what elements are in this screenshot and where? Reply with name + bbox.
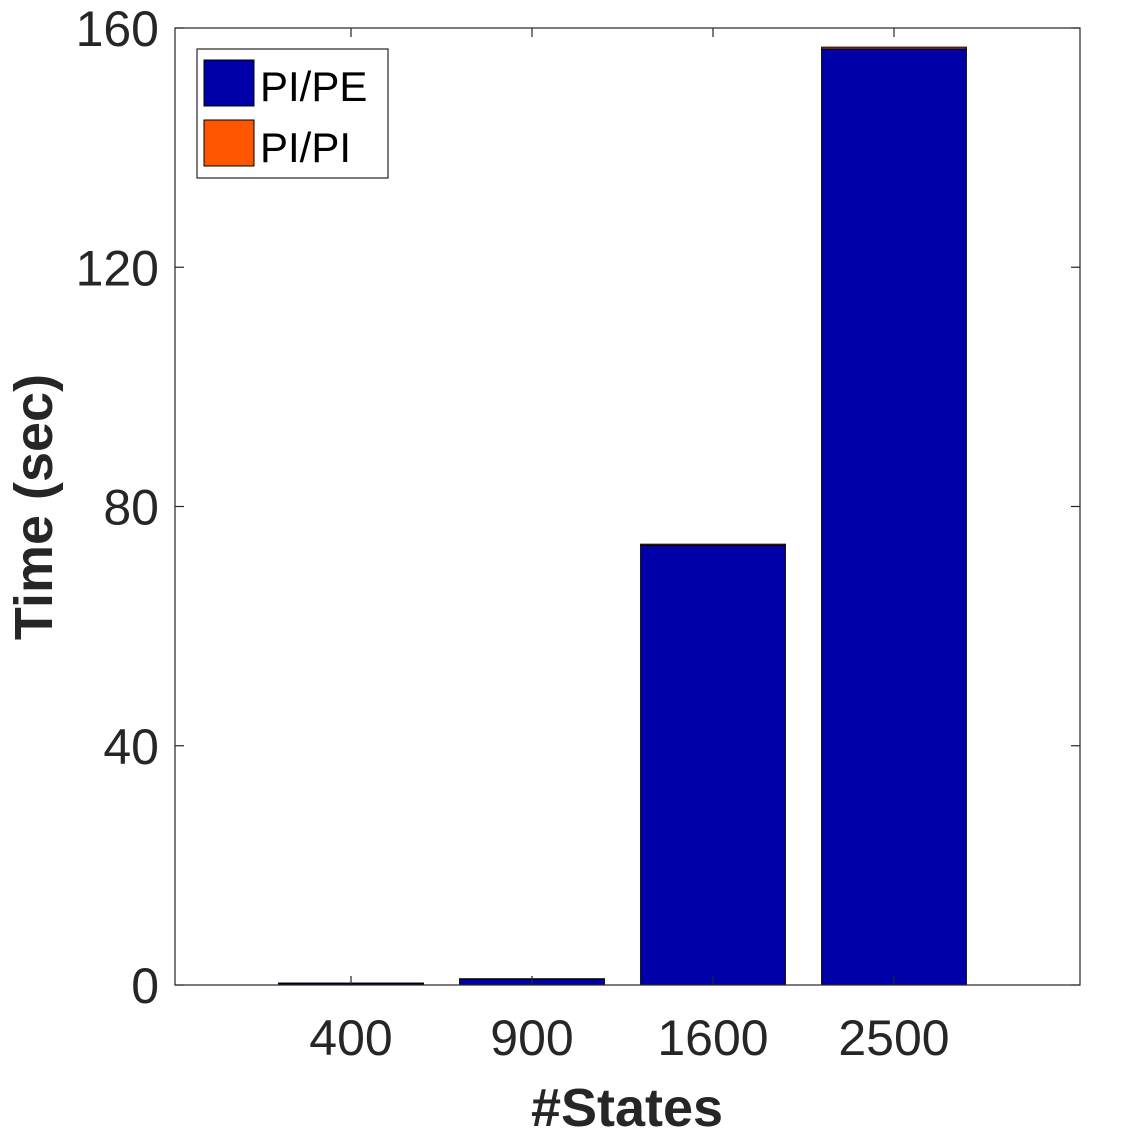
x-axis-ticks: 400 900 1600 2500 — [309, 28, 950, 1066]
plot-frame — [174, 27, 1081, 986]
bar-pi-pe-2500 — [821, 48, 967, 986]
legend-label-pi-pi: PI/PI — [260, 124, 351, 171]
bar-pi-pe-1600 — [640, 544, 786, 986]
x-axis-label: #States — [531, 1078, 723, 1137]
y-axis-ticks: 0 40 80 120 160 — [76, 1, 1080, 1014]
legend-swatch-pi-pe — [203, 59, 255, 107]
y-tick-label-160: 160 — [76, 1, 159, 57]
legend: PI/PE PI/PI — [196, 48, 389, 179]
y-tick-label-120: 120 — [76, 240, 159, 296]
y-tick-label-0: 0 — [131, 958, 159, 1014]
x-tick-label-1600: 1600 — [657, 1010, 768, 1066]
legend-label-pi-pe: PI/PE — [260, 63, 367, 110]
legend-swatch-pi-pi — [203, 119, 255, 167]
x-tick-label-400: 400 — [309, 1010, 392, 1066]
y-axis-label: Time (sec) — [4, 374, 64, 640]
bars-group — [278, 46, 967, 986]
y-tick-label-80: 80 — [103, 480, 159, 536]
y-tick-label-40: 40 — [103, 719, 159, 775]
bar-pi-pi-2500 — [821, 46, 967, 50]
bar-pi-pi-1600 — [640, 543, 786, 546]
x-tick-label-900: 900 — [490, 1010, 573, 1066]
x-tick-label-2500: 2500 — [838, 1010, 949, 1066]
